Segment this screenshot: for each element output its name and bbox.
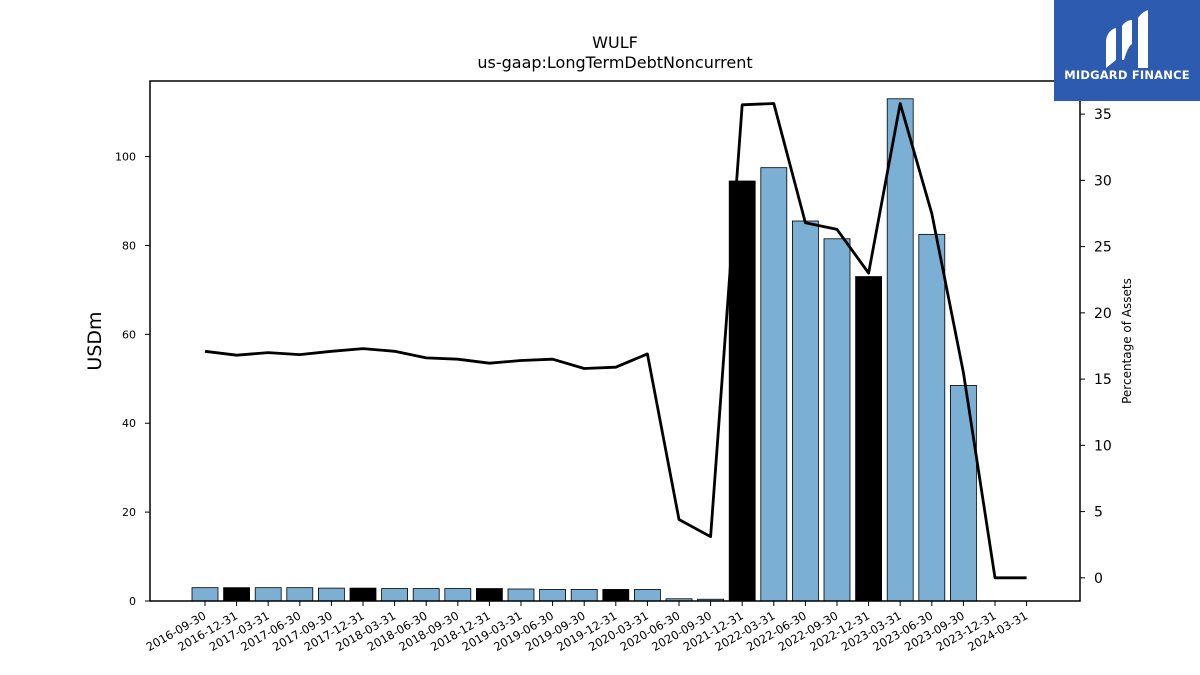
bar-2023-06-30: [918, 233, 946, 602]
midgard-finance-logo: MIDGARD FINANCE: [1054, 0, 1200, 101]
y2-tick-label: 0: [1094, 571, 1103, 587]
plot-frame: [149, 80, 1081, 602]
bar-2022-03-31: [760, 167, 788, 602]
bar-2020-03-31: [634, 589, 661, 602]
y2-axis-label: Percentage of Assets: [1120, 278, 1134, 404]
logo-text: MIDGARD FINANCE: [1064, 68, 1190, 82]
bar-2018-03-31: [381, 588, 409, 602]
bar-2022-09-30: [823, 238, 851, 602]
y-tick-label: 100: [115, 151, 136, 164]
bar-2016-09-30: [191, 587, 219, 602]
bar-2017-06-30: [286, 587, 314, 602]
bar-2019-03-31: [507, 588, 535, 602]
bar-2022-12-31: [855, 276, 882, 602]
y-tick-label: 80: [122, 239, 136, 252]
bar-2017-09-30: [317, 587, 345, 602]
bar-2017-03-31: [254, 587, 282, 602]
y-tick-label: 40: [122, 417, 136, 430]
chart-subtitle: us-gaap:LongTermDebtNoncurrent: [477, 53, 753, 72]
bar-2018-09-30: [444, 588, 472, 602]
bar-2019-09-30: [570, 589, 598, 602]
bar-2019-06-30: [539, 589, 566, 602]
bar-2016-12-31: [223, 587, 251, 602]
y2-tick-label: 10: [1094, 438, 1112, 454]
bar-2021-12-31: [728, 180, 756, 602]
percentage-of-assets-line: [204, 102, 1027, 580]
bar-2023-09-30: [950, 385, 977, 602]
bar-2019-12-31: [602, 589, 630, 602]
chart-title: WULF: [592, 33, 638, 52]
bar-2018-06-30: [412, 588, 440, 602]
y-axis-label: USDm: [84, 311, 106, 370]
y2-tick-label: 35: [1094, 107, 1112, 123]
bar-2023-03-31: [886, 98, 914, 602]
y2-tick-label: 15: [1094, 372, 1112, 388]
y-tick-label: 0: [129, 595, 136, 608]
midgard-logo-icon: [1106, 10, 1148, 68]
y2-tick-label: 30: [1094, 173, 1112, 189]
bar-2022-06-30: [792, 220, 819, 602]
y2-tick-label: 20: [1094, 306, 1112, 322]
y2-tick-label: 25: [1094, 240, 1112, 256]
y-tick-label: 20: [122, 506, 136, 519]
bar-2018-12-31: [475, 588, 503, 602]
bar-2017-12-31: [349, 587, 377, 602]
y-tick-label: 60: [122, 328, 136, 341]
y2-tick-label: 5: [1094, 505, 1103, 521]
